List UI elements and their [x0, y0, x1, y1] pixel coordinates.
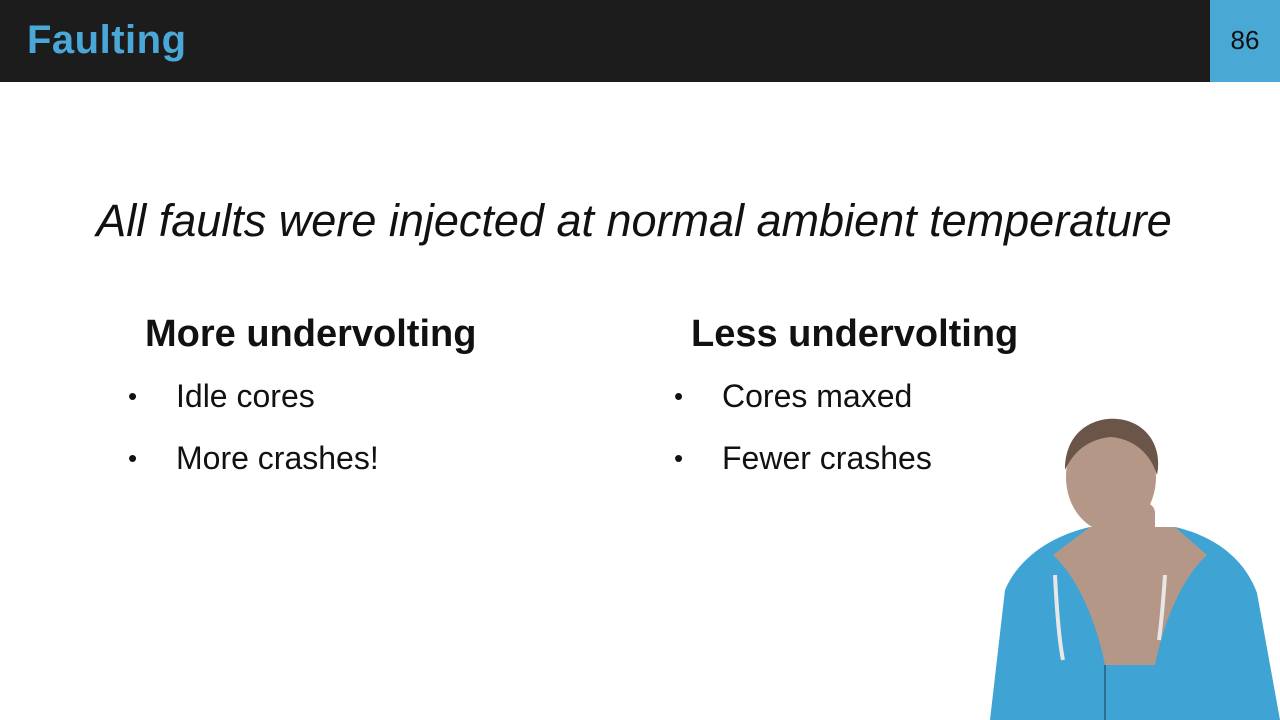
- presenter-hair: [1065, 418, 1159, 475]
- bullet-item: • More crashes!: [128, 436, 568, 498]
- main-statement: All faults were injected at normal ambie…: [96, 195, 1172, 246]
- title-bar: Faulting: [0, 0, 1210, 82]
- bullet-text: Fewer crashes: [722, 440, 932, 476]
- bullet-item: • Fewer crashes: [674, 436, 1114, 498]
- bullet-item: • Idle cores: [128, 374, 568, 436]
- column-less-undervolting: Less undervolting • Cores maxed • Fewer …: [674, 310, 1114, 498]
- bullet-text: Idle cores: [176, 378, 315, 414]
- bullet-list: • Idle cores • More crashes!: [128, 374, 568, 498]
- bullet-icon: •: [674, 443, 684, 473]
- presenter-neckline: [1053, 527, 1207, 665]
- bullet-list: • Cores maxed • Fewer crashes: [674, 374, 1114, 498]
- column-heading: Less undervolting: [691, 313, 1019, 355]
- page-number-box: 86: [1210, 0, 1280, 82]
- bullet-text: More crashes!: [176, 440, 379, 476]
- bullet-icon: •: [128, 443, 138, 473]
- bullet-item: • Cores maxed: [674, 374, 1114, 436]
- presenter-head: [1066, 422, 1156, 532]
- bullet-icon: •: [674, 381, 684, 411]
- slide-title: Faulting: [27, 18, 187, 62]
- column-more-undervolting: More undervolting • Idle cores • More cr…: [128, 310, 568, 498]
- bullet-text: Cores maxed: [722, 378, 913, 414]
- page-number: 86: [1230, 25, 1260, 55]
- bullet-icon: •: [128, 381, 138, 411]
- column-heading: More undervolting: [145, 313, 477, 355]
- presenter-figure: [990, 418, 1280, 720]
